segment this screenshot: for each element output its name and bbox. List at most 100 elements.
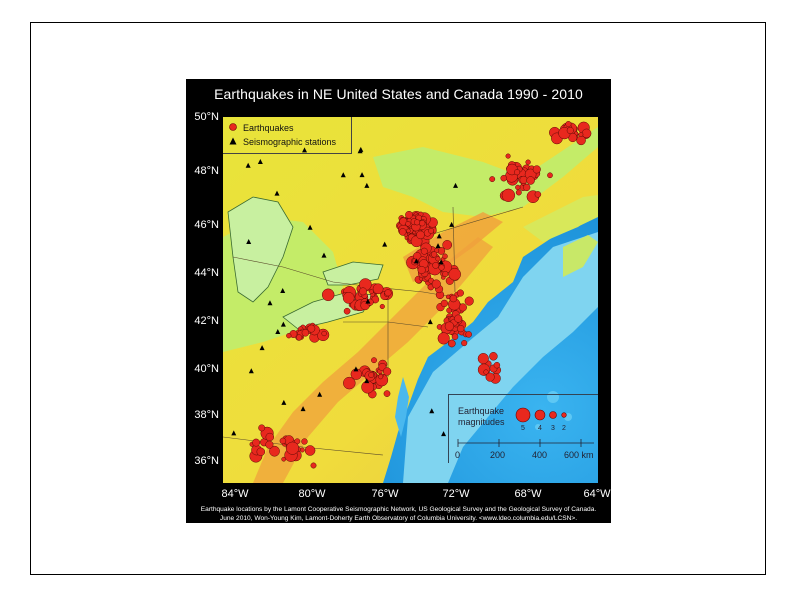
earthquake-marker [523, 183, 531, 192]
station-marker [307, 224, 313, 230]
station-marker [413, 258, 419, 264]
earthquake-marker [457, 324, 465, 333]
station-marker [317, 391, 323, 397]
station-marker [274, 190, 280, 196]
credits-line2: June 2010, Won-Young Kim, Lamont-Doherty… [219, 515, 578, 522]
earthquake-marker [566, 126, 574, 135]
mag-4-circle [534, 409, 546, 421]
mag-label-4: 4 [538, 425, 542, 432]
earthquake-marker [384, 289, 392, 297]
earthquake-marker [286, 333, 292, 339]
earthquake-marker [301, 438, 308, 445]
magnitude-legend-title: Earthquake magnitudes [458, 406, 505, 428]
lake-huron [227, 196, 294, 303]
earthquake-marker [514, 169, 521, 176]
lat-label-38: 38°N [194, 409, 219, 421]
earthquake-marker [258, 424, 266, 432]
earthquake-marker [465, 331, 472, 338]
lat-label-42: 42°N [194, 315, 219, 327]
station-markers [231, 146, 459, 437]
earthquake-marker [519, 175, 528, 184]
earthquake-marker [265, 440, 274, 449]
lon-label-64: 64°W [583, 488, 611, 500]
earthquake-marker [310, 462, 317, 469]
earthquake-marker [505, 153, 511, 159]
station-marker [364, 182, 370, 188]
map-poster: Earthquakes in NE United States and Cana… [186, 79, 611, 523]
mag-label-5: 5 [521, 425, 525, 432]
earthquake-marker [477, 353, 489, 365]
earthquake-marker [576, 135, 586, 146]
earthquake-marker [413, 219, 421, 226]
station-marker [359, 172, 365, 178]
earthquake-marker [501, 188, 516, 202]
station-marker [300, 406, 306, 412]
seamount [535, 424, 541, 430]
earthquake-marker [285, 441, 300, 455]
station-marker [280, 321, 286, 327]
earthquake-marker [372, 283, 384, 295]
earthquake-marker [442, 240, 453, 250]
station-marker [427, 319, 433, 325]
earthquake-symbol-icon [229, 123, 239, 133]
station-marker [302, 147, 308, 153]
nova-scotia [563, 235, 598, 277]
earthquake-marker [454, 314, 463, 323]
station-marker [382, 241, 388, 247]
earthquake-marker [383, 390, 391, 397]
earthquake-marker [256, 447, 266, 457]
earthquake-marker [304, 445, 316, 456]
earthquake-marker [515, 189, 522, 196]
earthquake-marker [461, 340, 468, 347]
credits: Earthquake locations by the Lamont Coope… [186, 505, 611, 523]
station-marker [248, 368, 254, 374]
symbol-legend: Earthquakes Seismographic stations [223, 117, 352, 154]
lat-label-46: 46°N [194, 219, 219, 231]
chesapeake-bay [395, 377, 409, 437]
station-marker [365, 298, 371, 304]
lat-label-40: 40°N [194, 363, 219, 375]
earthquake-marker [534, 191, 542, 198]
maritime-land [523, 195, 598, 242]
earthquake-marker [301, 329, 310, 337]
station-marker [429, 408, 435, 414]
legend-earthquakes-label: Earthquakes [243, 123, 294, 133]
station-marker [245, 162, 251, 168]
earthquake-marker [440, 299, 449, 308]
border-line [232, 256, 454, 298]
station-marker [267, 300, 273, 306]
earthquake-marker [416, 230, 425, 240]
earthquake-marker [525, 159, 531, 165]
earthquake-marker [442, 253, 448, 260]
earthquake-marker [398, 228, 407, 236]
lon-label-72: 72°W [442, 488, 470, 500]
earthquake-marker [359, 287, 367, 296]
magnitude-legend: Earthquake magnitudes 5 4 3 2 0 200 400 … [448, 394, 598, 463]
legend-earthquakes: Earthquakes [229, 123, 294, 133]
earthquake-marker [265, 432, 275, 442]
earthquake-marker [371, 357, 377, 364]
scale-label-400: 400 [532, 450, 548, 460]
earthquake-marker [532, 165, 541, 174]
earthquake-marker [428, 227, 435, 234]
lon-label-80: 80°W [298, 488, 326, 500]
earthquake-marker [449, 294, 458, 303]
earthquake-marker [321, 288, 335, 302]
earthquake-marker [447, 339, 456, 348]
earthquake-marker [382, 367, 392, 376]
station-marker [436, 233, 442, 239]
earthquake-marker [279, 437, 287, 445]
lon-label-68: 68°W [514, 488, 542, 500]
continental-shelf [403, 232, 598, 483]
earthquake-marker [483, 369, 489, 375]
border-line [223, 436, 384, 456]
earthquake-marker [451, 333, 459, 340]
mag-3-circle [549, 411, 557, 419]
earthquake-marker [368, 372, 375, 378]
mag-label-3: 3 [551, 425, 555, 432]
legend-stations: Seismographic stations [229, 137, 336, 147]
earthquake-marker [515, 184, 521, 191]
earthquake-marker [493, 361, 501, 369]
latitude-axis: 50°N 48°N 46°N 44°N 42°N 40°N 38°N 36°N [186, 79, 222, 523]
earthquake-marker [343, 307, 351, 315]
